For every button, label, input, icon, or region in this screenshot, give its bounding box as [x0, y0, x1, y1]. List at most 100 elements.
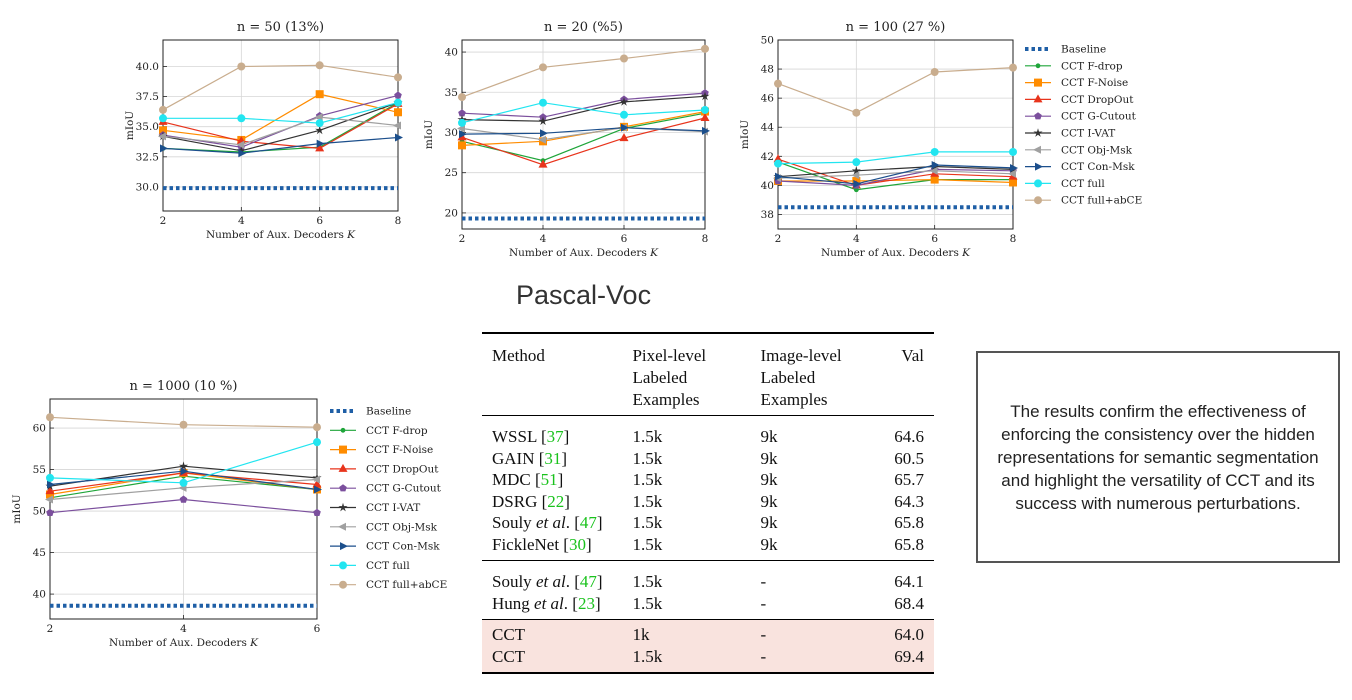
chart0-point-cct-obj-msk — [314, 113, 323, 122]
image-cell: 9k — [760, 534, 778, 554]
chart0-ytick-label: 40.0 — [136, 61, 159, 73]
method-ref: 47 — [579, 572, 597, 591]
method-cell: DSRG [22] — [492, 491, 570, 511]
chart2-point-cct-obj-msk — [851, 171, 860, 180]
method-name: FickleNet — [492, 534, 560, 554]
val-cell: 68.4 — [894, 593, 924, 613]
chart0-point-cct-full-abce — [237, 62, 246, 71]
method-etal: et al — [535, 572, 566, 591]
chart2-legend-label: CCT F-Noise — [1061, 77, 1128, 89]
chart0-xtick-label: 2 — [160, 215, 167, 227]
chart2-ytick-label: 44 — [761, 122, 775, 134]
chart2-point-cct-i-vat — [851, 166, 861, 175]
chart3-point-cct-full-abce — [46, 413, 54, 422]
chart2-legend-marker-cct-dropout — [1033, 94, 1043, 103]
chart3-xtick-label: 6 — [314, 623, 321, 635]
image-cell: - — [760, 646, 767, 666]
chart1-point-cct-con-msk — [621, 123, 629, 132]
chart2-line-cct-i-vat — [777, 165, 1014, 178]
chart3-legend-marker-cct-full — [339, 561, 347, 570]
chart1-xtick-label: 8 — [702, 233, 709, 245]
chart2-grid — [777, 39, 1014, 229]
results-table: Method Pixel-level Labeled Examples Image-… — [482, 332, 934, 674]
chart3-xlabel-text: Number of Aux. Decoders — [109, 637, 250, 649]
table-row: Hung et al. [23] 1.5k - 68.4 — [482, 593, 934, 620]
method-cell: WSSL [37] — [492, 427, 570, 446]
chart3-title: n = 1000 (10 %) — [130, 379, 238, 394]
chart-n1000: 2 4 6 40 45 50 55 60 n = 1000 (10 %) Number of Au… — [0, 360, 470, 649]
chart-n50: 2 4 6 8 30.0 32.5 35.0 37.5 40.0 n = 50 (13%) Numb… — [0, 0, 420, 260]
col-header-word: Labeled — [632, 368, 688, 387]
chart2-point-cct-con-msk — [1010, 163, 1018, 172]
chart2-legend-label: CCT Obj-Msk — [1061, 144, 1133, 156]
chart3-point-cct-full — [46, 473, 54, 482]
chart0-xtick-label: 6 — [316, 215, 323, 227]
chart3-point-cct-con-msk — [180, 467, 189, 476]
method-name: MDC — [492, 470, 531, 489]
chart0-title: n = 50 (13%) — [237, 20, 324, 35]
chart2-legend-marker-cct-full-abce — [1034, 196, 1042, 205]
table-row: Souly et al. [47] 1.5k 9k 65.8 — [482, 512, 934, 534]
chart2-line-cct-dropout — [777, 158, 1014, 187]
chart2-legend-marker-cct-con-msk — [1035, 162, 1043, 171]
chart2-legend-label: CCT G-Cutout — [1061, 111, 1137, 123]
chart0-line-cct-full — [163, 102, 399, 124]
chart0-line-cct-f-noise — [162, 93, 399, 141]
chart1-point-cct-full-abce — [458, 93, 466, 102]
chart0-ytick-label: 32.5 — [136, 151, 159, 163]
chart0-xlabel: Number of Aux. Decoders K — [206, 229, 356, 241]
col-header-image: Image-level Labeled Examples — [750, 333, 880, 416]
chart3-legend-label: CCT G-Cutout — [366, 483, 442, 495]
chart-n50-svg: 2 4 6 8 30.0 32.5 35.0 37.5 40.0 n = 50 (13%) Numb… — [124, 20, 403, 241]
pixel-cell: 1.5k — [632, 572, 663, 591]
method-cell: FickleNet [30] — [492, 534, 592, 554]
method-etal: et al — [534, 593, 564, 613]
chart-n20-svg: 2 4 6 8 20 25 30 35 40 n = 20 (%5) Number of Aux. … — [423, 20, 710, 259]
chart2-series-cct-con-msk — [775, 161, 1018, 188]
chart3-legend-label: CCT full+abCE — [366, 579, 447, 591]
pixel-cell: 1.5k — [632, 646, 663, 666]
val-cell: 65.8 — [894, 534, 924, 554]
col-header-pixel: Pixel-level Labeled Examples — [622, 333, 750, 416]
chart3-legend-label: CCT Con-Msk — [366, 541, 440, 553]
chart1-series-cct-g-cutout — [458, 89, 709, 121]
chart1-point-cct-full — [539, 98, 547, 107]
chart3-xlabel: Number of Aux. Decoders K — [109, 637, 259, 649]
chart1-point-cct-full — [458, 118, 466, 127]
chart0-point-cct-obj-msk — [158, 132, 166, 141]
col-header-word: Pixel-level — [632, 346, 707, 365]
chart2-series-cct-full — [774, 147, 1017, 168]
chart3-point-cct-obj-msk — [312, 475, 320, 484]
chart0-point-cct-full-abce — [159, 105, 167, 114]
chart3-ytick-label: 50 — [33, 506, 46, 518]
chart0-series-cct-obj-msk — [158, 113, 401, 149]
chart2-ytick-label: 42 — [761, 151, 774, 163]
chart1-point-cct-con-msk — [702, 126, 710, 135]
chart2-legend-marker-cct-i-vat — [1033, 128, 1043, 137]
pixel-cell: 1.5k — [632, 427, 663, 446]
chart3-point-cct-full — [313, 438, 321, 447]
chart1-series-cct-dropout — [457, 113, 710, 168]
chart2-point-cct-con-msk — [853, 179, 862, 188]
chart2-point-cct-obj-msk — [929, 166, 938, 175]
chart1-title: n = 20 (%5) — [544, 20, 623, 35]
chart1-ytick-label: 30 — [445, 127, 458, 139]
chart0-line-cct-i-vat — [162, 102, 399, 152]
method-name: WSSL — [492, 427, 537, 446]
chart1-point-cct-con-msk — [459, 130, 467, 139]
chart2-point-cct-full-abce — [1009, 63, 1017, 72]
chart3-point-cct-con-msk — [314, 485, 322, 494]
chart2-point-cct-f-noise — [930, 175, 939, 184]
table-header-row: Method Pixel-level Labeled Examples Image-… — [482, 333, 934, 416]
val-cell: 64.0 — [894, 625, 924, 644]
chart0-point-cct-i-vat — [315, 125, 325, 135]
chart3-legend-marker-cct-con-msk — [340, 542, 348, 551]
pixel-cell: 1.5k — [632, 448, 663, 468]
section-heading: Pascal-Voc — [516, 280, 652, 310]
chart1-ytick-label: 25 — [445, 167, 458, 179]
image-cell: - — [760, 625, 767, 644]
method-name: Souly — [492, 513, 532, 532]
pixel-cell: 1k — [632, 625, 650, 644]
chart1-xtick-label: 6 — [621, 233, 628, 245]
chart2-xtick-label: 8 — [1010, 233, 1017, 245]
